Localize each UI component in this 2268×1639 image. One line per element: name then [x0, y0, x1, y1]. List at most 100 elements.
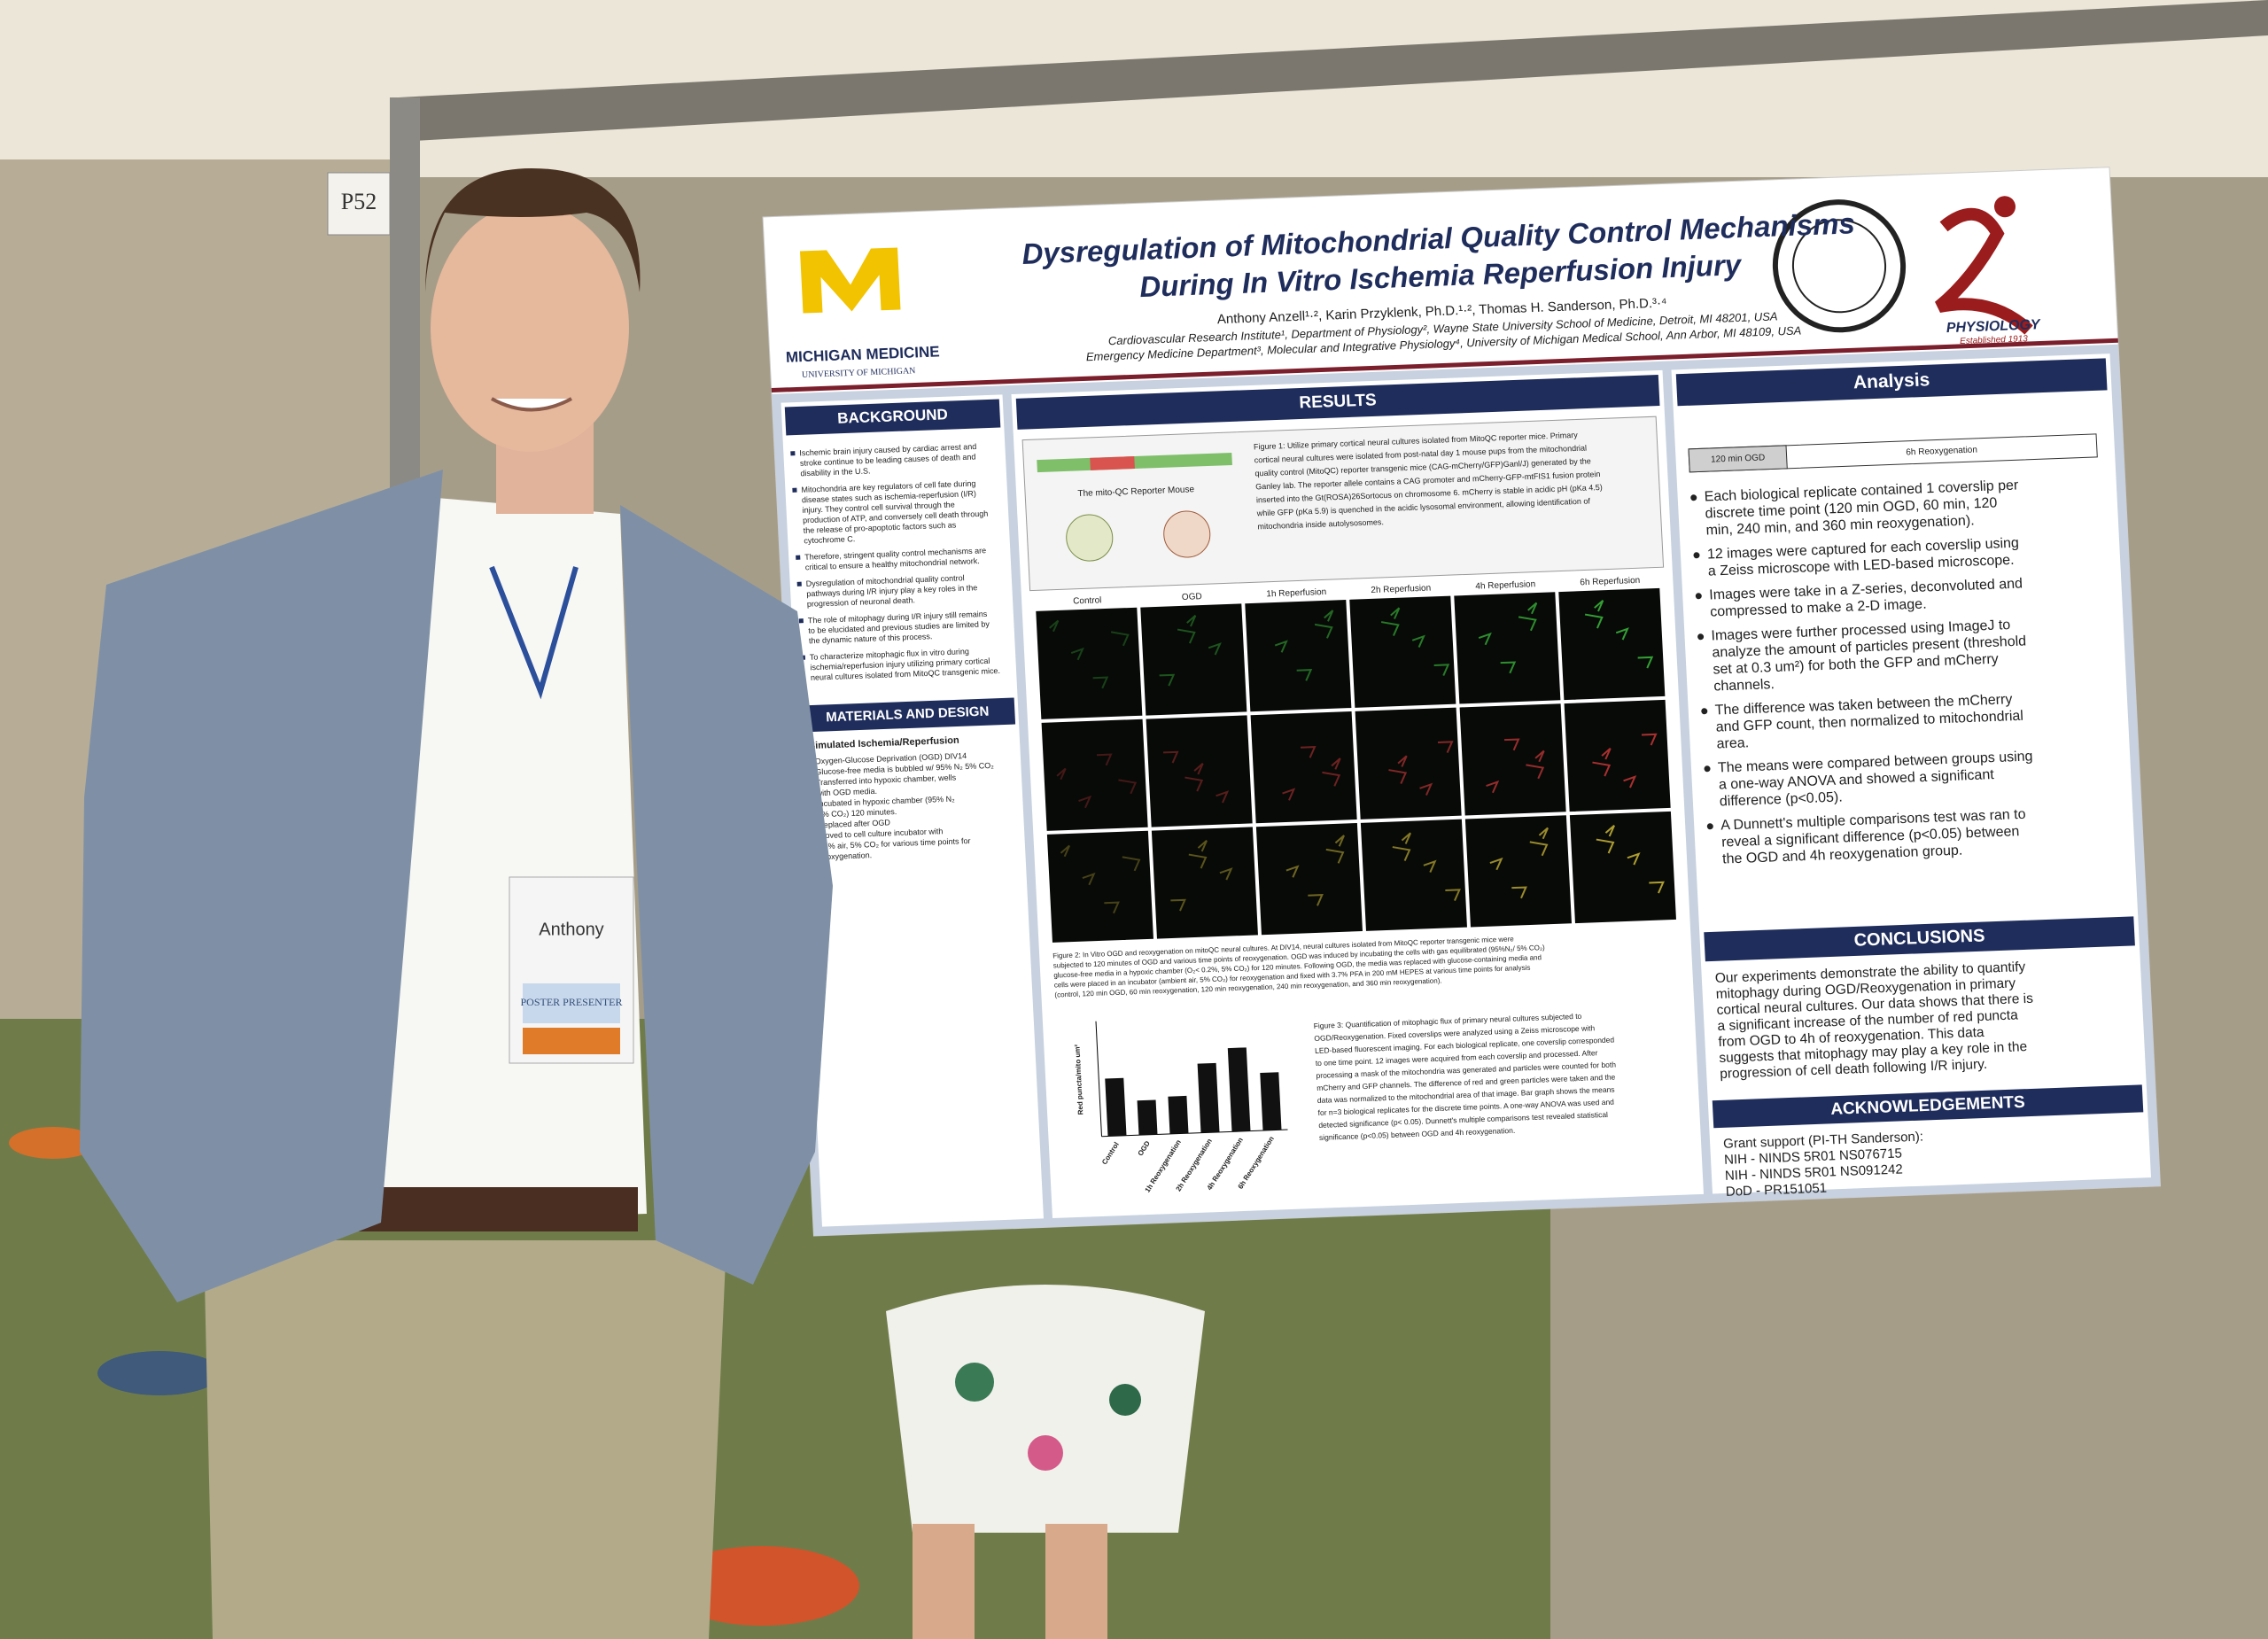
micrograph: [1145, 714, 1254, 828]
column: [781, 394, 1045, 1227]
micrograph-signal: [1322, 771, 1341, 787]
physiology-logo: [1934, 207, 2033, 335]
micrograph-signal: [1637, 656, 1654, 669]
micrograph-signal: [1122, 856, 1141, 872]
timeline-label: 120 min OGD: [1711, 453, 1766, 464]
micrograph-signal: [1208, 642, 1222, 656]
analysis-text: area.: [1716, 735, 1749, 751]
carpet-flower: [664, 1546, 859, 1626]
micrograph-signal: [1615, 627, 1629, 641]
seal-logo: [1791, 219, 1887, 314]
section-heading: MATERIALS AND DESIGN: [826, 704, 990, 726]
column: [1671, 353, 2152, 1194]
section-header-bar: [784, 399, 1001, 436]
micrograph: [1359, 818, 1469, 932]
micrograph-signal: [1162, 750, 1179, 764]
micrograph-signal: [1592, 761, 1612, 777]
booth-label: P52: [341, 189, 377, 214]
micrograph-signal: [1104, 901, 1120, 914]
institution-subname: UNIVERSITY OF MICHIGAN: [802, 366, 916, 380]
micrograph-signal: [1486, 780, 1500, 794]
micrograph-signal: [1060, 844, 1070, 858]
micrograph-signal: [1082, 872, 1096, 886]
micrograph-signal: [1604, 825, 1615, 837]
micrograph-signal: [1216, 790, 1230, 804]
micrograph: [1244, 598, 1353, 713]
timeline-label: 6h Reoxygenation: [1906, 446, 1977, 458]
background-text: progression of neuronal death.: [807, 595, 915, 609]
micrograph-signal: [1314, 623, 1333, 639]
micrograph: [1563, 698, 1672, 813]
micrograph-signal: [1526, 764, 1545, 780]
bar: [1168, 1095, 1189, 1134]
micrograph-signal: [1584, 613, 1604, 629]
bullet-marker: [790, 451, 796, 456]
pants: [204, 1240, 726, 1639]
smile: [491, 397, 572, 412]
m-logo: [800, 247, 901, 314]
section-header-bar: [1704, 916, 2135, 962]
micrograph-signal: [1503, 738, 1520, 751]
header-rule: [771, 338, 2118, 392]
micrograph-signal: [1534, 750, 1545, 763]
badge-role: POSTER PRESENTER: [520, 996, 622, 1008]
micrograph-signal: [1324, 610, 1334, 622]
micrograph: [1150, 826, 1260, 940]
micrograph-signal: [1529, 841, 1549, 857]
micrograph-signal: [1197, 840, 1208, 852]
badge-ribbon: [523, 1028, 620, 1054]
image-column-label: 6h Reperfusion: [1580, 576, 1640, 587]
materials-text: reoxygenation.: [819, 851, 872, 861]
micrograph-signal: [1334, 835, 1345, 847]
image-column-label: Control: [1073, 595, 1102, 606]
bullet-marker: [792, 487, 797, 493]
micrograph-signal: [1285, 865, 1300, 878]
board-top-rail: [399, 0, 2268, 142]
micrograph-signal: [1186, 615, 1197, 627]
bullet-marker: [1704, 765, 1711, 773]
micrograph: [1040, 718, 1149, 832]
background-text: cytochrome C.: [804, 534, 855, 545]
micrograph-signal: [1423, 859, 1437, 873]
section-heading: Analysis: [1852, 369, 1930, 392]
micrograph-signal: [1177, 628, 1196, 644]
bullet-marker: [798, 618, 804, 624]
micrograph-signal: [1188, 853, 1208, 869]
micrograph: [1458, 703, 1567, 817]
bullet-marker: [1701, 708, 1708, 715]
bullet-marker: [1690, 494, 1697, 501]
bar: [1105, 1077, 1127, 1137]
dress-print: [1109, 1384, 1141, 1416]
micrograph-signal: [1623, 775, 1637, 788]
micrograph-signal: [1300, 746, 1317, 758]
micrograph-signal: [1282, 788, 1296, 801]
micrograph-signal: [1397, 755, 1408, 767]
image-column-label: OGD: [1182, 592, 1202, 602]
micrograph-signal: [1096, 753, 1113, 766]
micrograph-signal: [1308, 894, 1324, 906]
chart-axis: [1095, 1021, 1103, 1137]
micrograph-signal: [1219, 867, 1233, 881]
lanyard: [489, 565, 579, 700]
section-header-bar: [1712, 1084, 2144, 1129]
micrograph: [1254, 821, 1364, 936]
micrograph-signal: [1159, 673, 1176, 687]
construct-diagram: [1090, 456, 1135, 470]
micrograph-signal: [1049, 619, 1060, 633]
micrograph: [1249, 710, 1358, 825]
micrograph-signal: [1390, 607, 1401, 619]
schematic-label: The mito-QC Reporter Mouse: [1077, 485, 1195, 499]
badge-name: Anthony: [539, 920, 603, 939]
micrograph: [1464, 814, 1573, 928]
micrograph-signal: [1331, 757, 1341, 770]
badge-ribbon: [523, 983, 620, 1023]
micrograph-signal: [1478, 632, 1492, 646]
bullet-marker: [1706, 823, 1713, 830]
section-header-bar: [799, 697, 1016, 733]
bullet-marker: [796, 581, 802, 586]
dress-print: [1028, 1435, 1063, 1471]
cell-diagram: [1066, 514, 1114, 562]
micrograph-signal: [1419, 782, 1433, 796]
